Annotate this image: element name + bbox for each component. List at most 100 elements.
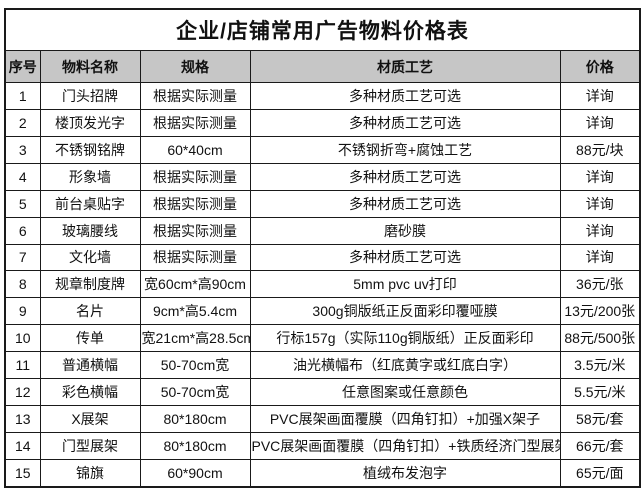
table-body: 1 门头招牌 根据实际测量 多种材质工艺可选 详询 2 楼顶发光字 根据实际测量 多种材质工艺可… <box>4 82 641 488</box>
cell-material: 多种材质工艺可选 <box>249 162 561 191</box>
cell-spec: 50-70cm宽 <box>139 378 251 407</box>
cell-spec: 60*40cm <box>139 135 251 164</box>
table-row: 15 锦旗 60*90cm 植绒布发泡字 65元/面 <box>4 458 641 488</box>
table-row: 14 门型展架 80*180cm PVC展架画面覆膜（四角钉扣）+铁质经济门型展架 66… <box>4 431 641 460</box>
cell-material: 植绒布发泡字 <box>249 458 561 488</box>
cell-price: 详询 <box>559 162 641 191</box>
cell-material: PVC展架画面覆膜（四角钉扣）+加强X架子 <box>249 405 561 433</box>
table-row: 7 文化墙 根据实际测量 多种材质工艺可选 详询 <box>4 243 641 272</box>
cell-no: 15 <box>4 458 41 488</box>
cell-material: 行标157g（实际110g铜版纸）正反面彩印 <box>249 324 561 353</box>
cell-name: 前台桌贴字 <box>39 189 141 218</box>
col-header-spec: 规格 <box>139 50 251 83</box>
cell-name: 名片 <box>39 297 141 326</box>
table-row: 10 传单 宽21cm*高28.5cm 行标157g（实际110g铜版纸）正反面彩印 8… <box>4 324 641 353</box>
cell-spec: 根据实际测量 <box>139 243 251 272</box>
title-row: 企业/店铺常用广告物料价格表 <box>4 8 641 51</box>
cell-no: 11 <box>4 351 41 380</box>
cell-no: 8 <box>4 270 41 299</box>
cell-price: 详询 <box>559 243 641 272</box>
cell-no: 2 <box>4 108 41 137</box>
table-row: 13 X展架 80*180cm PVC展架画面覆膜（四角钉扣）+加强X架子 58元/套 <box>4 405 641 433</box>
cell-price: 13元/200张 <box>559 297 641 326</box>
cell-material: 5mm pvc uv打印 <box>249 270 561 299</box>
cell-spec: 宽21cm*高28.5cm <box>139 324 251 353</box>
table-row: 1 门头招牌 根据实际测量 多种材质工艺可选 详询 <box>4 82 641 110</box>
cell-material: 多种材质工艺可选 <box>249 82 561 110</box>
table-row: 3 不锈钢铭牌 60*40cm 不锈钢折弯+腐蚀工艺 88元/块 <box>4 135 641 164</box>
cell-price: 88元/500张 <box>559 324 641 353</box>
table-row: 4 形象墙 根据实际测量 多种材质工艺可选 详询 <box>4 162 641 191</box>
cell-price: 66元/套 <box>559 431 641 460</box>
col-header-material: 材质工艺 <box>249 50 561 83</box>
cell-name: 玻璃腰线 <box>39 216 141 245</box>
cell-spec: 宽60cm*高90cm <box>139 270 251 299</box>
cell-name: 传单 <box>39 324 141 353</box>
cell-no: 1 <box>4 82 41 110</box>
cell-price: 详询 <box>559 189 641 218</box>
cell-name: 普通横幅 <box>39 351 141 380</box>
cell-name: 楼顶发光字 <box>39 108 141 137</box>
cell-spec: 50-70cm宽 <box>139 351 251 380</box>
cell-no: 14 <box>4 431 41 460</box>
cell-no: 13 <box>4 405 41 433</box>
table-row: 6 玻璃腰线 根据实际测量 磨砂膜 详询 <box>4 216 641 245</box>
cell-name: 锦旗 <box>39 458 141 488</box>
col-header-no: 序号 <box>4 50 41 83</box>
cell-no: 4 <box>4 162 41 191</box>
cell-spec: 根据实际测量 <box>139 189 251 218</box>
cell-price: 详询 <box>559 108 641 137</box>
cell-material: 多种材质工艺可选 <box>249 189 561 218</box>
cell-material: 多种材质工艺可选 <box>249 243 561 272</box>
cell-spec: 根据实际测量 <box>139 216 251 245</box>
table-title: 企业/店铺常用广告物料价格表 <box>4 8 641 51</box>
cell-price: 5.5元/米 <box>559 378 641 407</box>
col-header-price: 价格 <box>559 50 641 83</box>
cell-name: 门型展架 <box>39 431 141 460</box>
table-row: 8 规章制度牌 宽60cm*高90cm 5mm pvc uv打印 36元/张 <box>4 270 641 299</box>
cell-material: 不锈钢折弯+腐蚀工艺 <box>249 135 561 164</box>
cell-name: X展架 <box>39 405 141 433</box>
cell-price: 详询 <box>559 216 641 245</box>
cell-material: 多种材质工艺可选 <box>249 108 561 137</box>
cell-spec: 根据实际测量 <box>139 82 251 110</box>
cell-price: 65元/面 <box>559 458 641 488</box>
cell-price: 36元/张 <box>559 270 641 299</box>
cell-price: 详询 <box>559 82 641 110</box>
table-row: 11 普通横幅 50-70cm宽 油光横幅布（红底黄字或红底白字） 3.5元/米 <box>4 351 641 380</box>
cell-spec: 60*90cm <box>139 458 251 488</box>
cell-name: 规章制度牌 <box>39 270 141 299</box>
cell-no: 5 <box>4 189 41 218</box>
cell-material: 300g铜版纸正反面彩印覆哑膜 <box>249 297 561 326</box>
cell-price: 3.5元/米 <box>559 351 641 380</box>
col-header-name: 物料名称 <box>39 50 141 83</box>
cell-material: PVC展架画面覆膜（四角钉扣）+铁质经济门型展架 <box>249 431 561 460</box>
cell-name: 文化墙 <box>39 243 141 272</box>
cell-material: 磨砂膜 <box>249 216 561 245</box>
cell-no: 3 <box>4 135 41 164</box>
table-row: 5 前台桌贴字 根据实际测量 多种材质工艺可选 详询 <box>4 189 641 218</box>
cell-no: 7 <box>4 243 41 272</box>
table-row: 9 名片 9cm*高5.4cm 300g铜版纸正反面彩印覆哑膜 13元/200张 <box>4 297 641 326</box>
cell-spec: 根据实际测量 <box>139 108 251 137</box>
cell-no: 9 <box>4 297 41 326</box>
price-table: 企业/店铺常用广告物料价格表 序号 物料名称 规格 材质工艺 价格 1 门头招牌根… <box>4 8 642 488</box>
cell-no: 12 <box>4 378 41 407</box>
cell-spec: 80*180cm <box>139 431 251 460</box>
cell-no: 10 <box>4 324 41 353</box>
cell-spec: 9cm*高5.4cm <box>139 297 251 326</box>
cell-name: 形象墙 <box>39 162 141 191</box>
cell-price: 88元/块 <box>559 135 641 164</box>
cell-name: 不锈钢铭牌 <box>39 135 141 164</box>
cell-material: 任意图案或任意颜色 <box>249 378 561 407</box>
cell-name: 彩色横幅 <box>39 378 141 407</box>
header-row: 序号 物料名称 规格 材质工艺 价格 <box>4 50 641 83</box>
table-row: 12 彩色横幅 50-70cm宽 任意图案或任意颜色 5.5元/米 <box>4 378 641 407</box>
cell-material: 油光横幅布（红底黄字或红底白字） <box>249 351 561 380</box>
cell-no: 6 <box>4 216 41 245</box>
cell-name: 门头招牌 <box>39 82 141 110</box>
cell-spec: 根据实际测量 <box>139 162 251 191</box>
cell-spec: 80*180cm <box>139 405 251 433</box>
cell-price: 58元/套 <box>559 405 641 433</box>
